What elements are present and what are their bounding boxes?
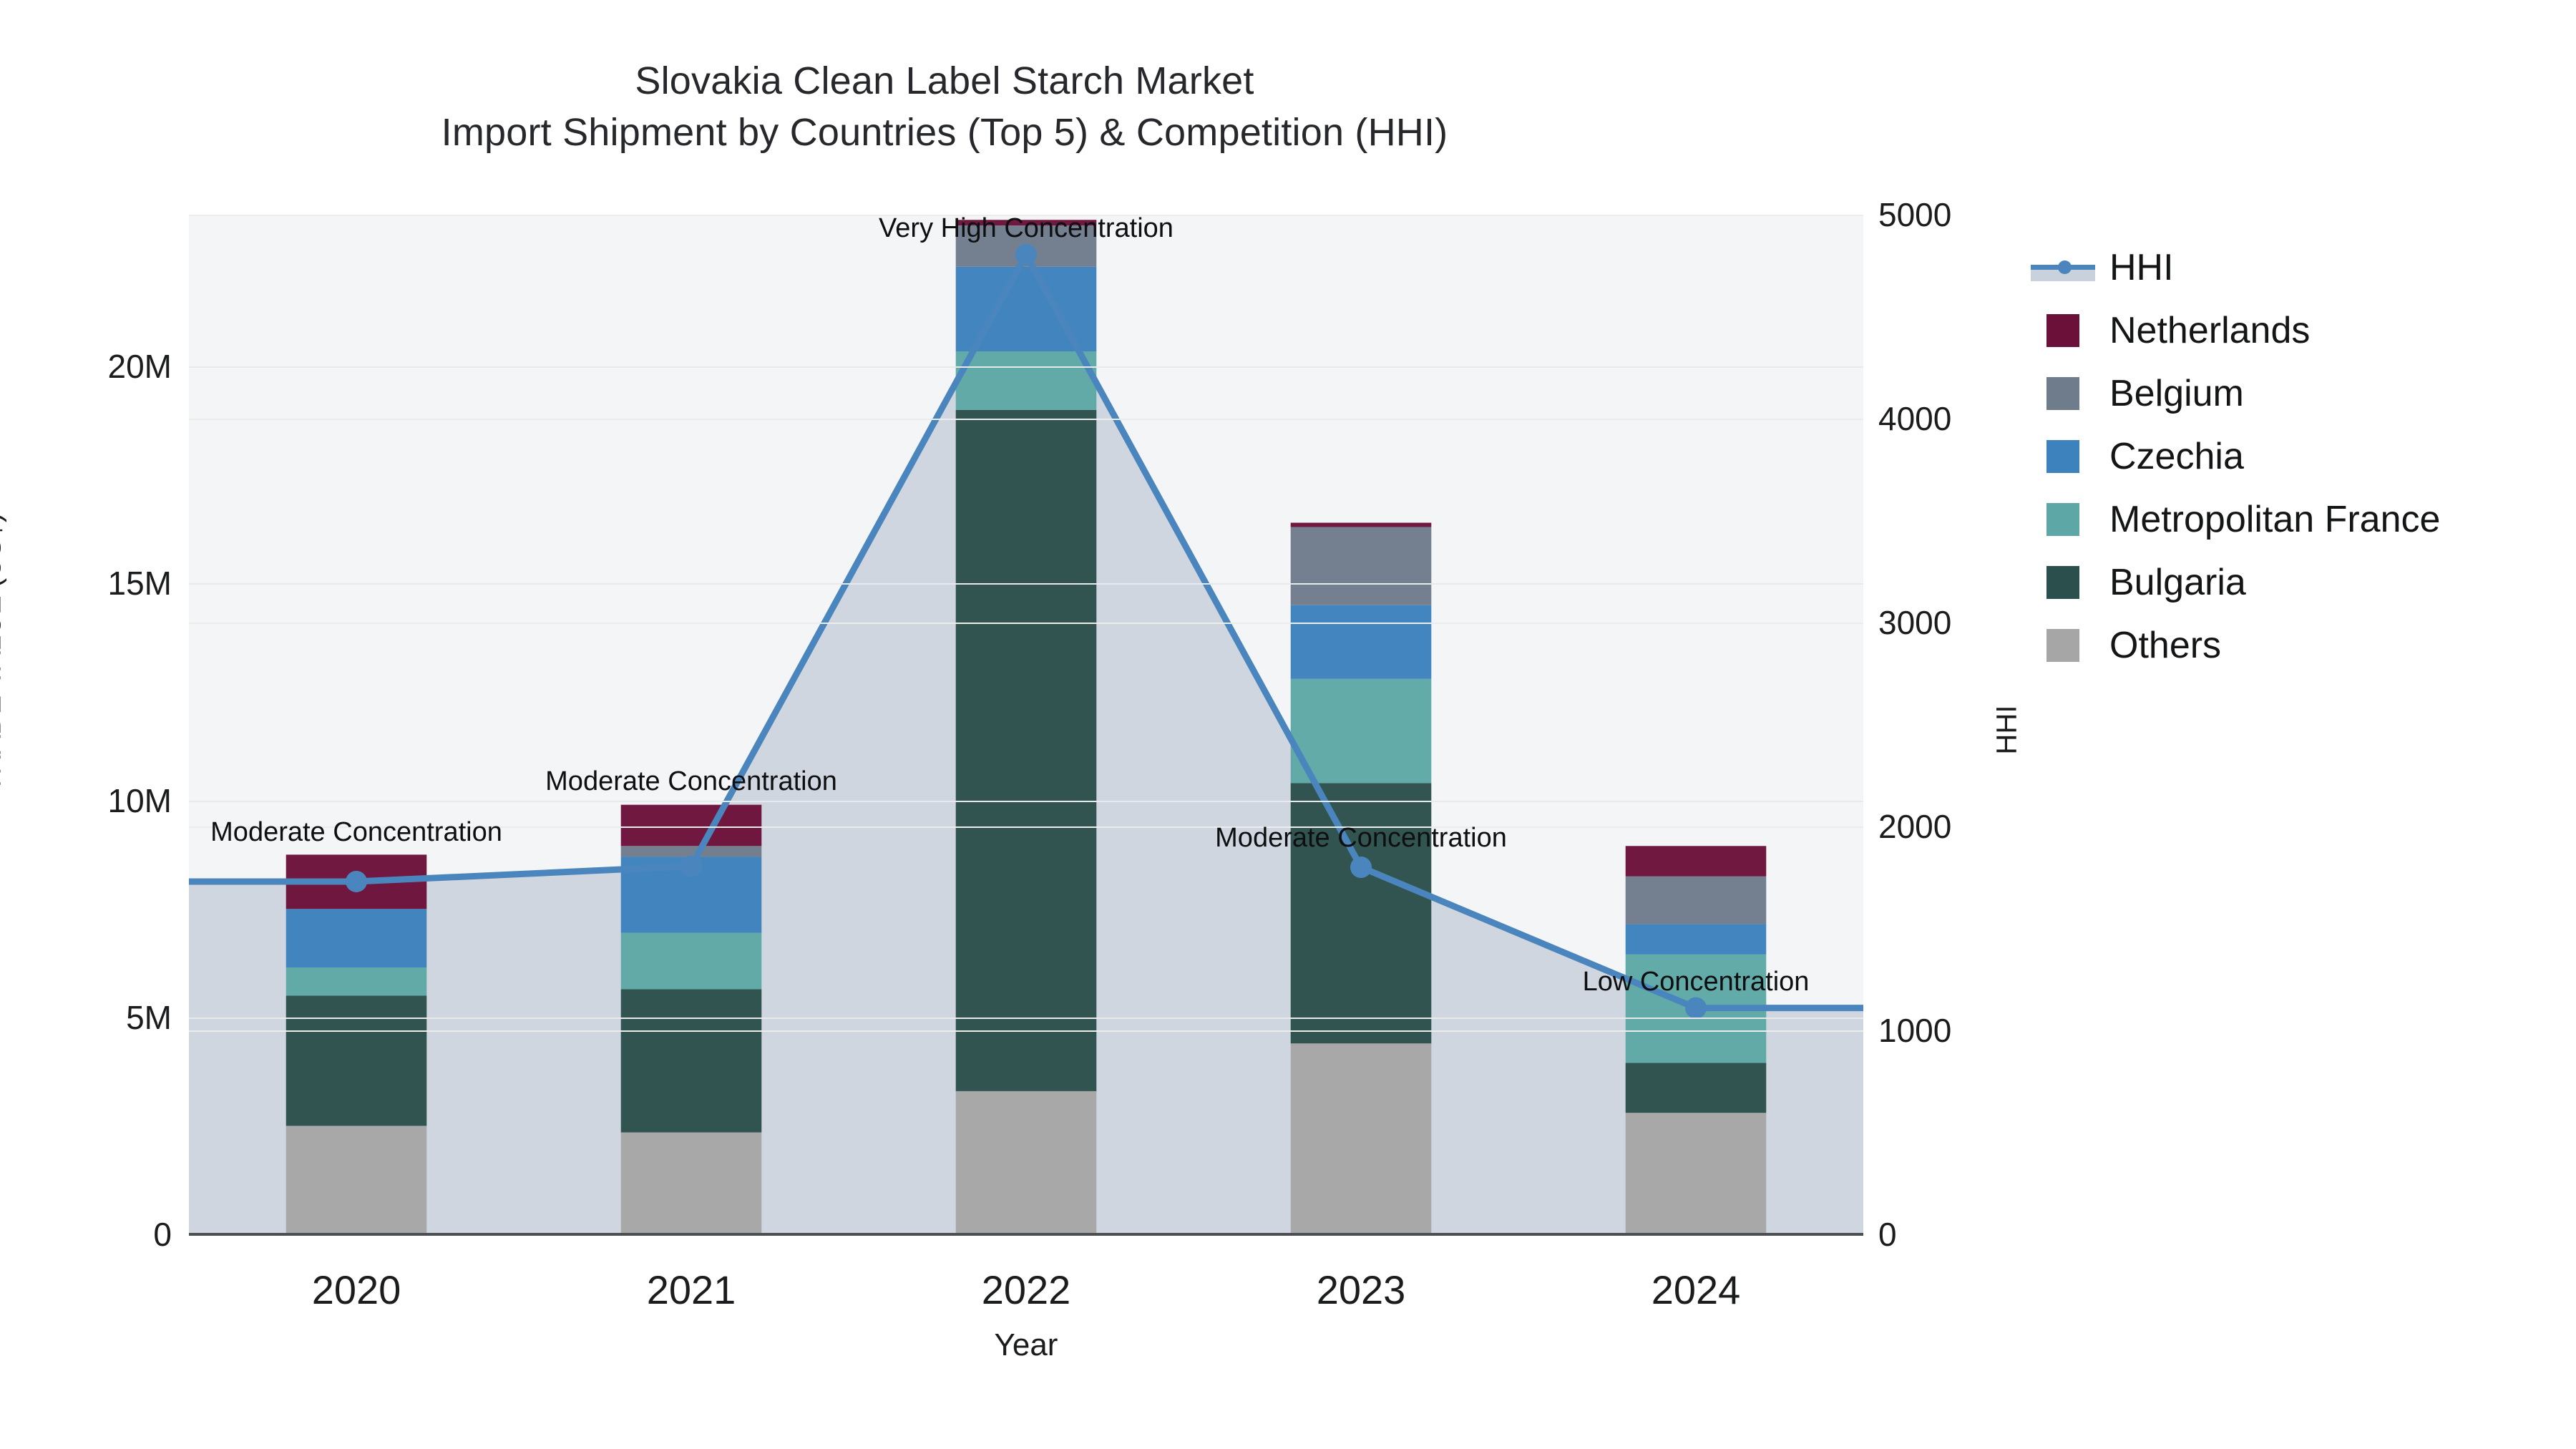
y-tick-right: 0 <box>1878 1216 1897 1253</box>
bar-segment[interactable] <box>955 351 1097 410</box>
y-tick-left: 5M <box>126 998 172 1036</box>
y-tick-right: 4000 <box>1878 400 1952 437</box>
bar-segment[interactable] <box>1290 678 1432 784</box>
y-tick-left: 0 <box>153 1216 172 1253</box>
bar-segment[interactable] <box>1290 527 1432 605</box>
legend-label: Czechia <box>2109 436 2244 477</box>
bar-segment[interactable] <box>286 909 427 968</box>
chart-legend: HHI Netherlands Belgium Czechia Metropolitan… <box>2031 236 2440 677</box>
y-axis-left-label: TRADE VALUE (US$) <box>0 512 7 793</box>
hhi-marker[interactable] <box>1350 857 1372 878</box>
y-tick-left: 10M <box>107 781 172 819</box>
legend-swatch <box>2046 440 2079 473</box>
chart-title-line1: Slovakia Clean Label Starch Market <box>635 59 1254 102</box>
legend-swatch <box>2046 377 2079 410</box>
hhi-marker[interactable] <box>346 870 367 892</box>
bar-segment[interactable] <box>620 989 762 1133</box>
y-tick-right: 1000 <box>1878 1012 1952 1049</box>
legend-swatch <box>2046 629 2079 662</box>
bar-segment[interactable] <box>955 220 1097 226</box>
legend-item[interactable]: Others <box>2046 614 2440 677</box>
gridline-left <box>189 366 1863 369</box>
concentration-annotation: Moderate Concentration <box>545 766 837 796</box>
hhi-marker[interactable] <box>680 855 702 877</box>
gridline-right <box>189 623 1863 624</box>
bar-segment[interactable] <box>620 932 762 990</box>
gridline-right <box>189 1030 1863 1032</box>
bar-segment[interactable] <box>955 409 1097 1091</box>
concentration-annotation: Very High Concentration <box>879 213 1174 243</box>
bar-segment[interactable] <box>1625 1063 1767 1113</box>
hhi-line-icon <box>2031 251 2095 284</box>
x-tick: 2021 <box>646 1267 736 1312</box>
concentration-annotation: Low Concentration <box>1582 966 1810 997</box>
bar-segment[interactable] <box>286 995 427 1126</box>
concentration-annotation: Moderate Concentration <box>210 817 502 848</box>
legend-item[interactable]: HHI <box>2031 236 2440 299</box>
bar-segment[interactable] <box>1625 846 1767 877</box>
bar-segment[interactable] <box>286 967 427 996</box>
gridline-right <box>189 419 1863 420</box>
bar-segment[interactable] <box>1290 522 1432 527</box>
legend-label: Bulgaria <box>2109 562 2246 603</box>
legend-label: Netherlands <box>2109 310 2311 351</box>
hhi-marker[interactable] <box>1015 243 1037 265</box>
legend-item[interactable]: Czechia <box>2046 425 2440 488</box>
gridline-left <box>189 1017 1863 1019</box>
legend-label: Belgium <box>2109 373 2244 414</box>
bar-segment[interactable] <box>620 846 762 857</box>
x-tick: 2023 <box>1316 1267 1406 1312</box>
gridline-right <box>189 215 1863 216</box>
legend-item[interactable]: Belgium <box>2046 362 2440 425</box>
y-axis-right-label: HHI <box>1991 705 2023 755</box>
bar-segment[interactable] <box>620 1132 762 1235</box>
x-axis-line <box>189 1233 1863 1236</box>
x-tick: 2022 <box>981 1267 1071 1312</box>
y-tick-right: 3000 <box>1878 604 1952 641</box>
legend-label: HHI <box>2109 247 2174 288</box>
legend-swatch <box>2046 566 2079 599</box>
legend-label: Metropolitan France <box>2109 499 2441 540</box>
concentration-annotation: Moderate Concentration <box>1215 823 1507 853</box>
bar-segment[interactable] <box>1625 924 1767 955</box>
legend-item[interactable]: Netherlands <box>2046 299 2440 362</box>
legend-swatch <box>2046 314 2079 347</box>
legend-swatch <box>2046 503 2079 536</box>
plot-area: Moderate Concentration Moderate Concentra… <box>189 213 1863 1235</box>
bar-segment[interactable] <box>1625 1113 1767 1234</box>
chart-title: Slovakia Clean Label Starch Market Impor… <box>0 56 1889 159</box>
bar-segment[interactable] <box>1290 605 1432 679</box>
gridline-left <box>189 583 1863 585</box>
bar-segment[interactable] <box>620 804 762 847</box>
bar-segment[interactable] <box>286 1126 427 1234</box>
bar-segment[interactable] <box>955 1091 1097 1234</box>
y-tick-right: 5000 <box>1878 196 1952 233</box>
bar-segment[interactable] <box>1290 1043 1432 1234</box>
x-axis-label: Year <box>994 1327 1058 1362</box>
hhi-marker[interactable] <box>1685 997 1707 1019</box>
gridline-left <box>189 800 1863 802</box>
bar-segment[interactable] <box>1625 876 1767 924</box>
bar-segment[interactable] <box>1290 783 1432 1044</box>
legend-item[interactable]: Bulgaria <box>2046 551 2440 614</box>
x-tick: 2020 <box>311 1267 401 1312</box>
y-tick-left: 20M <box>107 348 172 386</box>
chart-title-line2: Import Shipment by Countries (Top 5) & C… <box>441 110 1448 154</box>
gridline-right <box>189 826 1863 828</box>
legend-item[interactable]: Metropolitan France <box>2046 488 2440 551</box>
y-tick-left: 15M <box>107 565 172 602</box>
legend-label: Others <box>2109 625 2222 666</box>
y-tick-right: 2000 <box>1878 808 1952 845</box>
x-tick: 2024 <box>1651 1267 1741 1312</box>
